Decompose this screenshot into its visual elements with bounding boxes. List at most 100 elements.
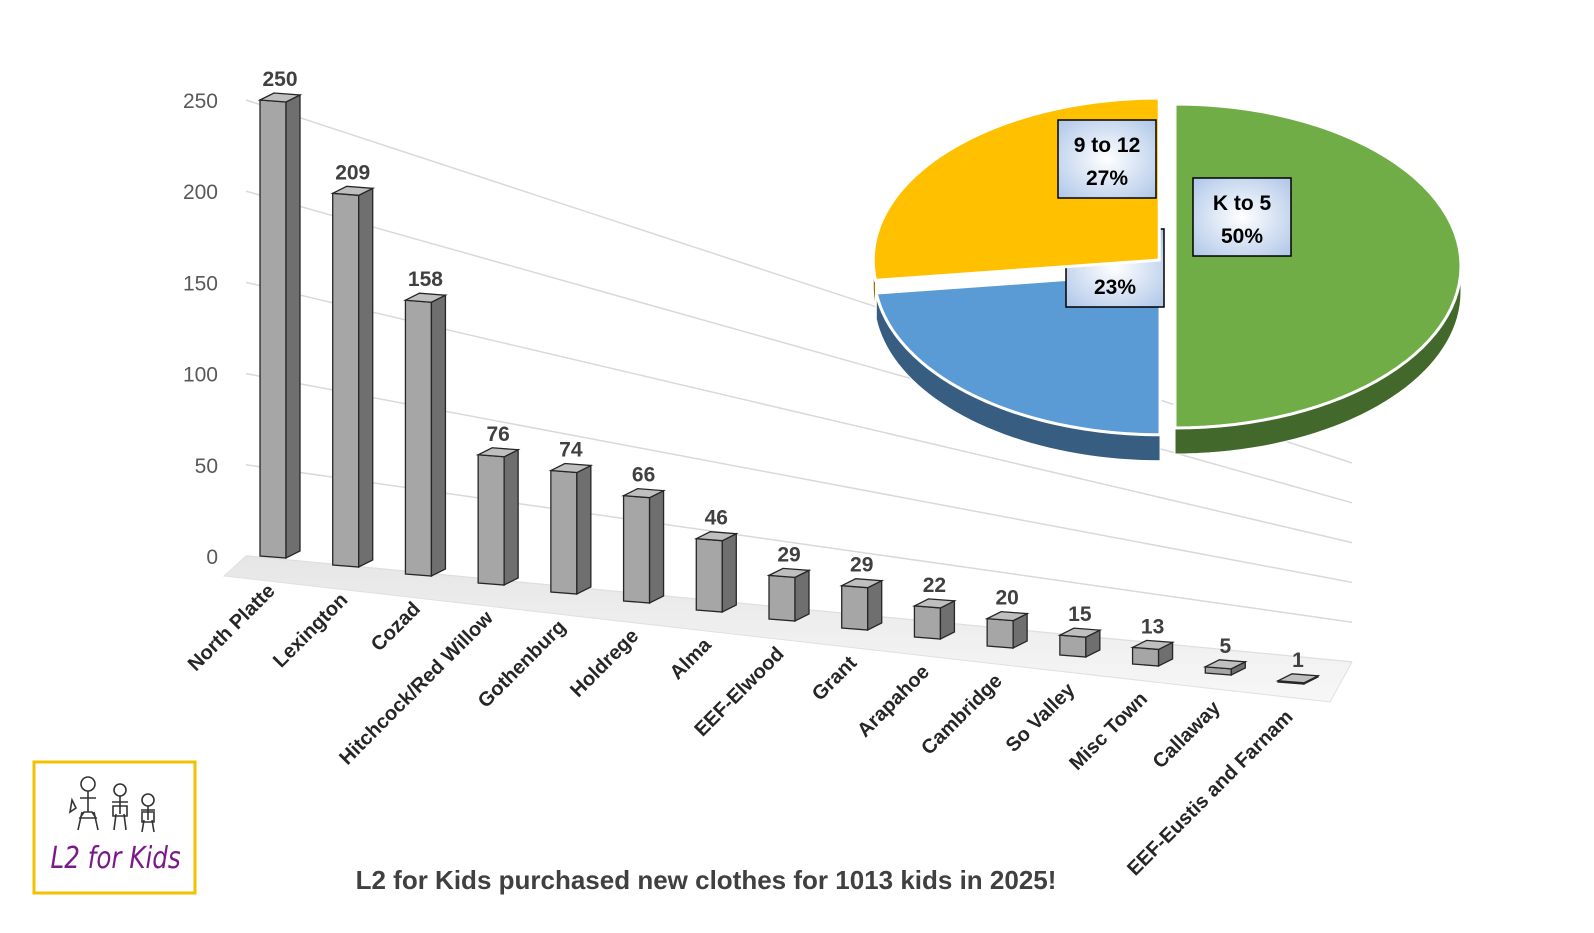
category-label: Hitchcock/Red Willow [335,607,498,770]
logo-text: L2 for Kids [51,842,181,876]
pie-slice [1173,102,1463,455]
pie-slice-top [874,271,1162,437]
bar-top-face [984,610,1030,622]
bar-side-face [867,579,883,632]
bar-side-face [648,489,665,605]
bar-front-face [259,99,287,559]
bar [475,447,521,587]
data-label: 46 [705,507,728,530]
pie-label-box [1192,177,1292,257]
bar-front-face [477,454,505,586]
bar-side-face [794,569,810,623]
bar [766,567,812,623]
data-label: 1 [1292,649,1304,672]
data-label: 158 [408,268,443,291]
pie-label-percent: 50% [1221,225,1263,248]
bar [1057,627,1103,659]
pie-slice-label: K to 5 50% [1192,177,1292,257]
bar-front-face [332,192,360,568]
bar [1275,673,1321,686]
bar [1202,659,1248,677]
data-label: 76 [486,423,509,446]
y-tick-label: 200 [183,181,218,204]
category-label: Cambridge [917,670,1006,759]
bar-side-face [285,93,301,560]
y-tick-label: 150 [183,272,218,295]
category-label: North Platte [184,580,280,676]
floor-plane [222,555,1353,703]
bar-front-face [1059,634,1087,658]
bar-top-face [693,531,739,542]
bar [984,610,1030,650]
bar [548,462,594,596]
bar-front-face [695,537,723,613]
bar-top-face [766,567,812,579]
gridline [245,190,1353,504]
data-label: 15 [1068,603,1092,626]
bar-front-face [986,617,1014,649]
chart-floor [222,555,1353,703]
bars [257,92,1321,686]
bar-top-face [548,462,594,474]
data-label: 20 [995,587,1018,610]
pie-slice [874,271,1162,462]
bar-side-face [430,294,447,578]
bar-side-face [576,464,592,596]
pie-slice-top [1173,102,1463,430]
pie-label-box [1057,119,1157,199]
bar-top-face [257,92,303,103]
pie-label-percent: 23% [1094,276,1136,299]
category-label: Arapahoe [853,661,934,742]
y-tick-label: 0 [206,546,218,569]
bar-top-face [403,292,448,303]
bar-front-face [622,494,651,604]
bar-front-face [841,584,869,631]
bar-front-face [768,574,796,622]
kids-figures-icon [68,776,155,833]
y-tick-label: 50 [195,455,218,478]
bar [839,578,885,632]
category-label: Misc Town [1065,688,1152,775]
pie-label-name: 9 to 12 [1074,134,1141,157]
category-label: Cozad [367,598,425,656]
data-label: 209 [335,161,370,184]
bar-top-face [839,578,885,589]
bar [693,531,739,614]
bar-top-face [475,447,521,458]
bar [912,598,957,641]
category-label: Callaway [1149,696,1226,773]
bar-top-face [1275,673,1321,684]
bar [621,488,666,605]
data-label: 5 [1219,635,1231,658]
bar [257,92,303,560]
pie-label-percent: 27% [1086,167,1128,190]
bar-front-face [550,469,578,595]
bar-side-face [358,187,374,569]
bar-top-face [912,598,957,609]
category-label: So Valley [1002,678,1080,756]
data-label: 250 [262,68,297,91]
bar-front-face [404,299,433,577]
y-tick-label: 250 [183,90,218,113]
data-labels: 250 209 158 76 74 66 46 29 29 22 20 15 13 5 1 [262,68,1304,672]
logo: L2 for Kids [32,760,197,895]
bar-top-face [1057,627,1103,638]
bar-top-face [1202,659,1248,670]
pie-label-name: K to 5 [1213,192,1272,215]
y-axis: 0 50 100 150 200 250 [183,90,218,569]
data-label: 22 [923,574,946,597]
bar-front-face [913,605,942,640]
gridline [245,99,1353,464]
bar [1130,639,1175,668]
data-label: 13 [1141,615,1164,638]
category-label: EEF-Eustis and Farnam [1123,706,1297,880]
bar [330,185,376,569]
bar-side-face [721,532,737,614]
category-label: Alma [666,633,717,684]
data-label: 66 [632,464,655,487]
chart-caption: L2 for Kids purchased new clothes for 10… [356,865,1057,895]
bar-side-face [503,448,519,587]
bar-top-face [1130,639,1175,651]
